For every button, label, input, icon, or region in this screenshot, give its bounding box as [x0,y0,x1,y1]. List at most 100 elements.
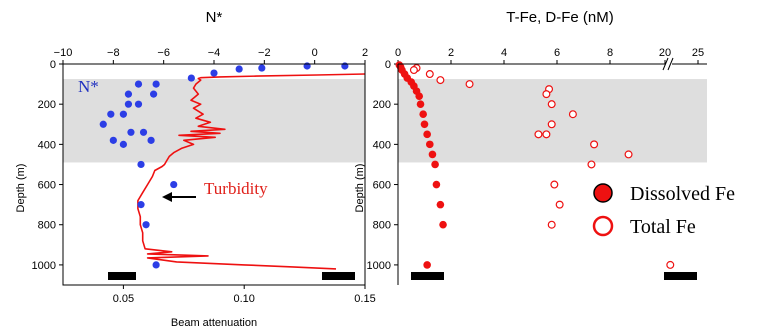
x-tick-label: 20 [659,47,671,59]
x-tick-label: −10 [54,47,73,59]
data-point-total-fe [465,80,474,89]
x-tick-label: −2 [258,47,271,59]
plot-background [63,164,365,310]
x-tick-label: −8 [107,47,120,59]
plot-frame [62,63,366,286]
data-point [152,80,160,88]
data-point [134,80,143,88]
data-point [139,128,148,136]
data-point [124,100,133,108]
data-point-dissolved-fe [432,180,441,189]
x-tick-label: 2 [362,47,368,59]
data-point [142,221,150,229]
x-tick-label: 25 [692,47,704,59]
y-tick-label: 0 [50,59,56,71]
data-point-total-fe [534,130,543,139]
data-point [137,160,145,169]
y-tick-label: 1000 [367,260,391,272]
data-point [124,90,133,98]
axis-break-icon [662,57,674,71]
data-point-dissolved-fe [423,130,431,139]
x-tick-label: 8 [607,47,613,59]
data-point [137,201,145,209]
data-point [127,128,135,136]
axis-ticks: 0 200 400 600 800 1000 0.05 0.10 0.15 −10 −8 −6 −4 −2… [32,47,376,305]
legend-marker [593,183,613,203]
x-tick-label: 4 [501,47,507,59]
turbidity-line [137,73,366,270]
data-point-total-fe [547,120,556,129]
data-point-total-fe [555,200,564,209]
data-point-total-fe [550,180,559,189]
annotation-nstar: N* [78,77,99,96]
data-point [341,62,349,70]
data-point-dissolved-fe [419,110,427,119]
scale-bar [411,272,444,280]
iron-points [395,61,675,269]
data-point [258,64,266,72]
scale-bar [664,272,697,280]
legend-entry-total-fe: Total Fe [592,215,696,238]
data-point-total-fe [425,70,434,79]
data-point-total-fe [542,90,551,99]
x-tick-label: 0 [395,47,401,59]
legend-label: Dissolved Fe [630,183,735,205]
data-point [170,180,178,189]
x-tick-label: 0.10 [233,293,254,305]
y-axis-label: Depth (m) [15,164,27,213]
data-point-dissolved-fe [423,261,431,269]
data-point [107,110,115,118]
data-point [147,136,155,144]
data-point [109,136,117,144]
y-tick-label: 400 [373,139,391,151]
x-tick-label: 2 [448,47,454,59]
y-tick-label: 800 [38,220,56,232]
data-point-total-fe [624,150,633,159]
data-point-total-fe [409,66,418,75]
data-point-dissolved-fe [436,200,445,209]
data-point-dissolved-fe [420,120,429,129]
shaded-depth-band [63,79,365,163]
data-point [150,90,158,98]
y-axis-label: Depth (m) [354,164,366,213]
data-point-total-fe [666,260,675,269]
data-point-total-fe [568,110,577,119]
data-point-total-fe [587,160,596,169]
data-point-dissolved-fe [431,160,439,169]
y-tick-label: 200 [373,99,391,111]
legend-label: Total Fe [630,216,696,238]
x-tick-label: 0.05 [113,293,134,305]
data-point-total-fe [547,220,556,229]
panel-nstar-turbidity: N* Depth (m) Beam attenuation 0 200 400 600… [15,9,376,329]
data-point-total-fe [542,130,551,139]
legend: Dissolved Fe Total Fe [592,183,735,238]
x-tick-label: 0 [312,47,318,59]
data-point-dissolved-fe [416,100,425,108]
data-point [187,74,195,82]
data-point-total-fe [436,76,445,85]
data-point [134,100,143,108]
y-tick-label: 200 [38,99,56,111]
data-point-dissolved-fe [428,150,437,159]
chart-title: N* [206,9,223,26]
legend-marker [592,215,614,237]
legend-entry-dissolved-fe: Dissolved Fe [593,183,735,205]
annotation-arrow [162,192,196,202]
annotation-turbidity: Turbidity [204,179,268,198]
scale-bar [108,272,136,280]
y-tick-label: 600 [373,180,391,192]
data-point [210,69,218,77]
data-point-total-fe [590,140,599,149]
y-tick-label: 600 [38,180,56,192]
y-tick-label: 400 [38,139,56,151]
data-point [303,62,311,70]
y-tick-label: 800 [373,220,391,232]
turbidity-line-path [137,73,366,270]
y-tick-label: 1000 [32,260,56,272]
axis-ticks: 0 200 400 600 800 1000 0 2 4 6 8 20 25 [367,47,705,272]
panel-iron: T-Fe, D-Fe (nM) Depth (m) 02004006008001… [354,9,735,285]
data-point-dissolved-fe [415,92,424,100]
x-axis-label-bottom: Beam attenuation [171,317,257,329]
x-tick-label: 6 [554,47,560,59]
